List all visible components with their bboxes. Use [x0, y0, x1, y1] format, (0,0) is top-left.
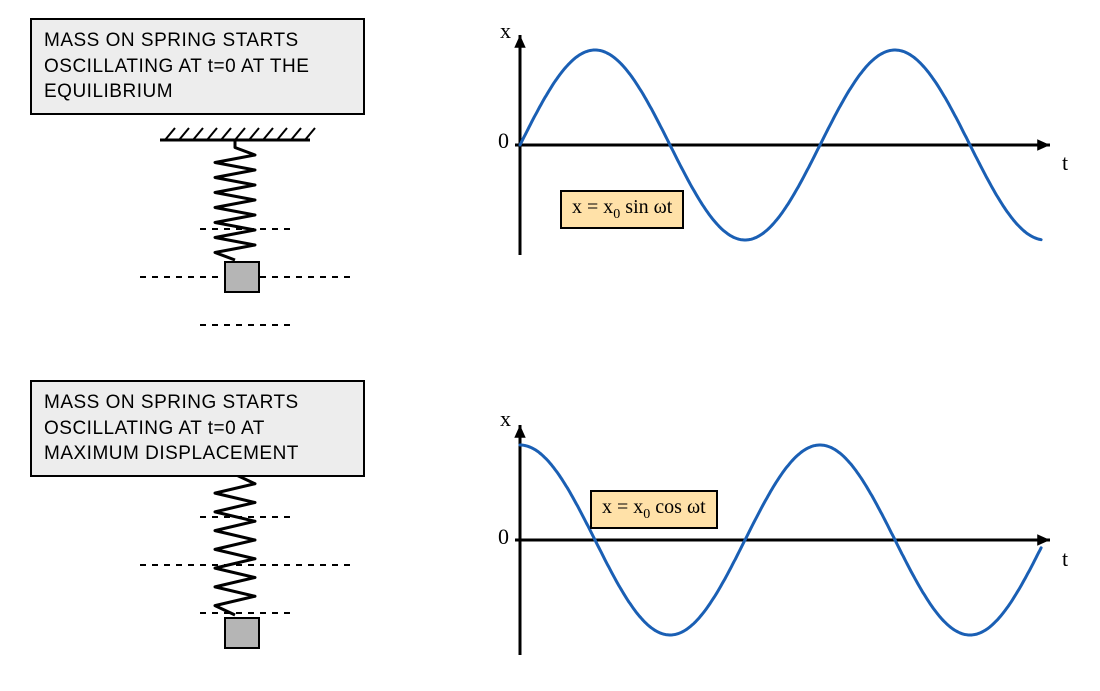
top-zero-label: 0	[498, 128, 509, 154]
top-x-axis-label: t	[1062, 150, 1068, 176]
bottom-equation: x = x0 cos ωt	[590, 490, 718, 529]
bottom-description-box: MASS ON SPRING STARTS OSCILLATING AT t=0…	[30, 380, 365, 477]
top-description-box: MASS ON SPRING STARTS OSCILLATING AT t=0…	[30, 18, 365, 115]
bottom-zero-label: 0	[498, 524, 509, 550]
bottom-y-axis-label: x	[500, 406, 511, 432]
bottom-x-axis-label: t	[1062, 546, 1068, 572]
top-equation: x = x0 sin ωt	[560, 190, 684, 229]
top-y-axis-label: x	[500, 18, 511, 44]
